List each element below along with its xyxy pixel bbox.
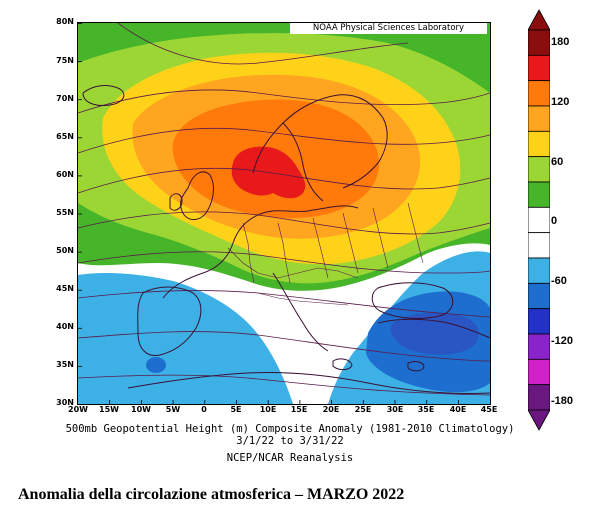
colorbar-arrow-top [528,9,550,31]
caption-line-1: 500mb Geopotential Height (m) Composite … [65,423,515,435]
colorbar-segment [528,206,550,234]
anomaly-map [77,22,491,405]
lon-label-45e: 45E [480,405,498,414]
lon-label-35e: 35E [417,405,435,414]
page-title: Anomalia della circolazione atmosferica … [18,486,405,503]
colorbar-label-120: 120 [551,96,570,108]
lat-label-60n: 60N [56,170,74,179]
lon-label-10w: 10W [131,405,151,414]
lon-label-10e: 10E [259,405,277,414]
colorbar-segment [528,130,550,158]
lon-label-30e: 30E [386,405,404,414]
colorbar-label-neg180: -180 [551,395,574,407]
source-label: NOAA Physical Sciences Laboratory [290,23,487,34]
anomaly-map-svg [78,23,490,404]
colorbar-segment [528,384,550,411]
colorbar-segment [528,308,550,335]
negative-120-core [390,312,479,355]
colorbar-segment [528,257,550,284]
colorbar-segment [528,282,550,310]
height-contours [78,23,490,396]
lon-label-40e: 40E [449,405,467,414]
country-borders [227,202,424,306]
colorbar-arrow-bottom [528,409,550,431]
lat-label-75n: 75N [56,56,74,65]
lat-label-70n: 70N [56,94,74,103]
colorbar-segment [528,105,550,132]
colorbar-label-180: 180 [551,36,570,48]
lat-label-45n: 45N [56,284,74,293]
caption-line-3: NCEP/NCAR Reanalysis [226,452,354,464]
colorbar-segment [528,54,550,82]
colorbar-segment [528,80,550,107]
negative-90-small-low [146,357,166,373]
lon-label-25e: 25E [354,405,372,414]
colorbar-segment [528,358,550,386]
colorbar-label-0: 0 [551,215,558,227]
lat-label-55n: 55N [56,208,74,217]
colorbar-segment [528,156,550,183]
lon-label-15e: 15E [290,405,308,414]
lat-label-65n: 65N [56,132,74,141]
lat-label-40n: 40N [56,322,74,331]
lon-label-15w: 15W [99,405,119,414]
colorbar-segment [528,232,550,259]
colorbar-segment [528,29,550,56]
lon-label-0: 0 [201,405,207,414]
lat-label-80n: 80N [56,17,74,26]
colorbar-label-neg60: -60 [551,275,567,287]
lat-label-35n: 35N [56,360,74,369]
lon-label-5w: 5W [165,405,181,414]
lon-label-5e: 5E [230,405,242,414]
coastlines [82,85,490,395]
lon-label-20e: 20E [322,405,340,414]
caption-line-2: 3/1/22 to 3/31/22 [236,435,344,447]
lon-label-20w: 20W [68,405,88,414]
colorbar-label-neg120: -120 [551,335,574,347]
colorbar [528,9,550,431]
colorbar-segment [528,333,550,360]
colorbar-segment [528,181,550,208]
lat-label-30n: 30N [56,398,74,407]
colorbar-label-60: 60 [551,156,564,168]
ticks [78,23,459,404]
lat-label-50n: 50N [56,246,74,255]
